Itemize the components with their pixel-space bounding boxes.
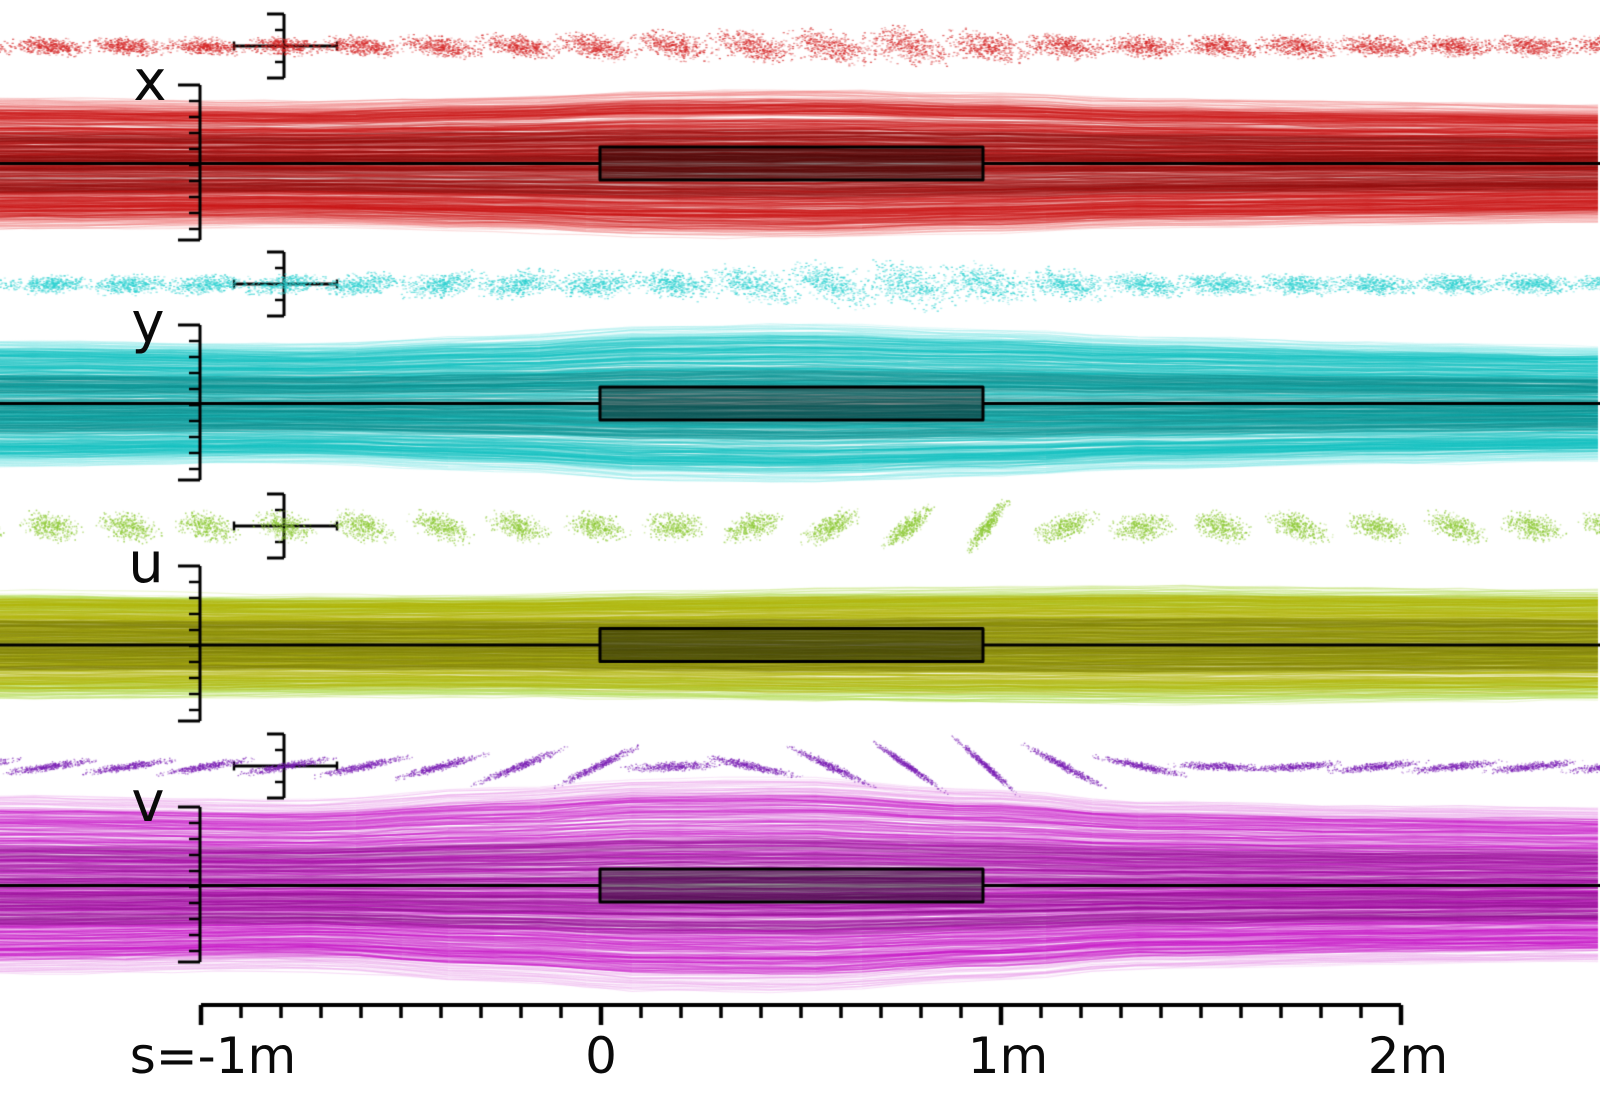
- row-label-x: x: [133, 49, 167, 114]
- row-label-u: u: [128, 531, 164, 596]
- axis-tick-label-2m: 2m: [1367, 1027, 1449, 1085]
- axis-tick-label-0: 0: [585, 1027, 617, 1085]
- row-label-y: y: [131, 291, 165, 356]
- row-label-v: v: [131, 770, 165, 835]
- axis-tick-label-1m: 1m: [967, 1027, 1049, 1085]
- axis-tick-label-s-minus-1m: s=-1m: [129, 1027, 297, 1085]
